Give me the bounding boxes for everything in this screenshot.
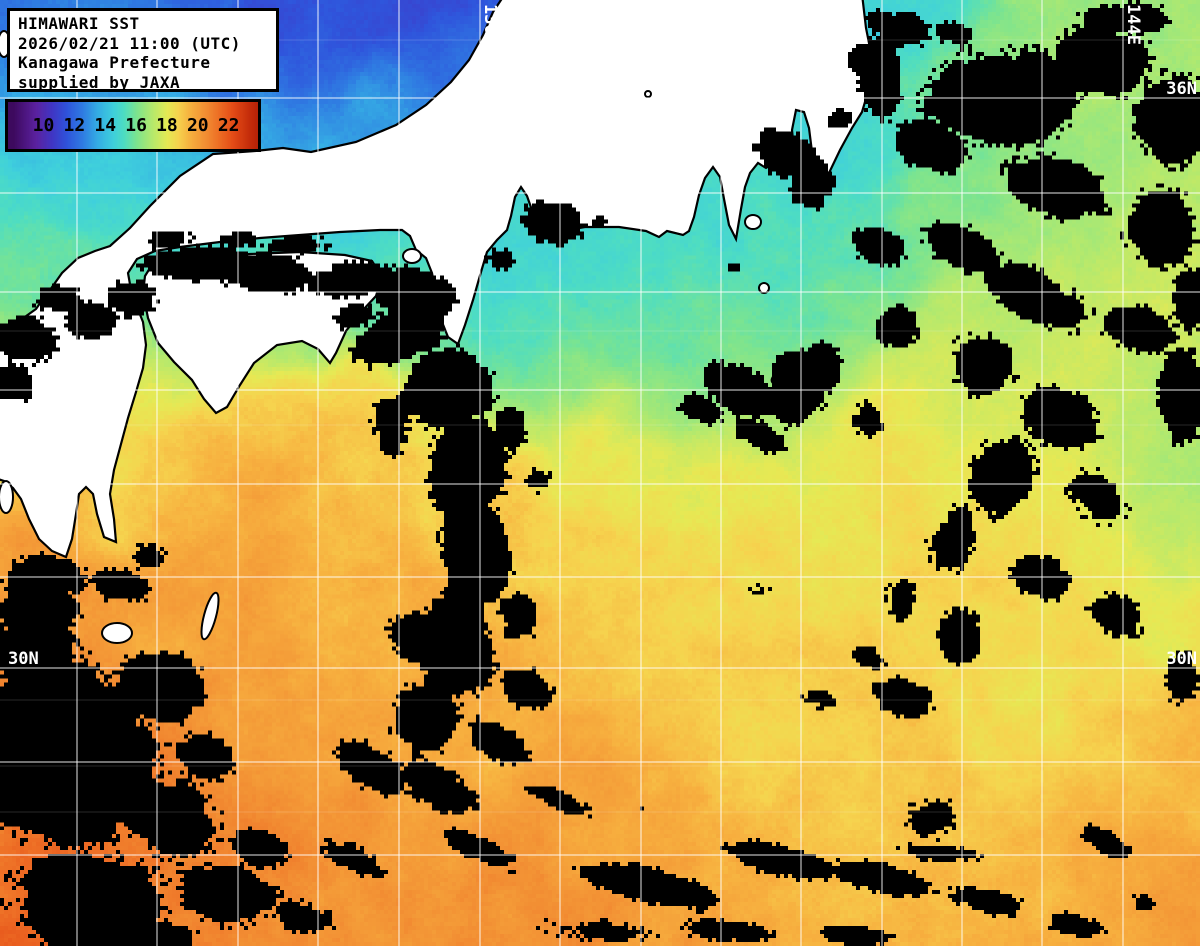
latitude-label: 30N — [1166, 649, 1197, 669]
longitude-label: 136E — [480, 4, 500, 45]
timestamp: 2026/02/21 11:00 (UTC) — [18, 33, 241, 53]
latitude-label: 30N — [8, 649, 39, 669]
colorbar-tick: 20 — [186, 114, 209, 136]
colorbar-tick: 22 — [217, 114, 240, 136]
title-box: HIMAWARI SST 2026/02/21 11:00 (UTC) Kana… — [7, 8, 279, 92]
colorbar-tick: 12 — [63, 114, 86, 136]
colorbar-tick: 10 — [32, 114, 55, 136]
colorbar-tick: 14 — [94, 114, 117, 136]
colorbar-tick: 16 — [125, 114, 147, 136]
latitude-label: 36N — [1166, 79, 1197, 99]
product-name: HIMAWARI SST — [18, 14, 140, 33]
data-source: supplied by JAXA — [18, 72, 181, 92]
colorbar-tick: 18 — [156, 114, 178, 136]
longitude-label: 144E — [1123, 4, 1143, 45]
temperature-colorbar: 10 12 14 16 18 20 22 — [5, 99, 261, 152]
region-name: Kanagawa Prefecture — [18, 53, 211, 72]
colorbar-gradient — [8, 102, 258, 149]
